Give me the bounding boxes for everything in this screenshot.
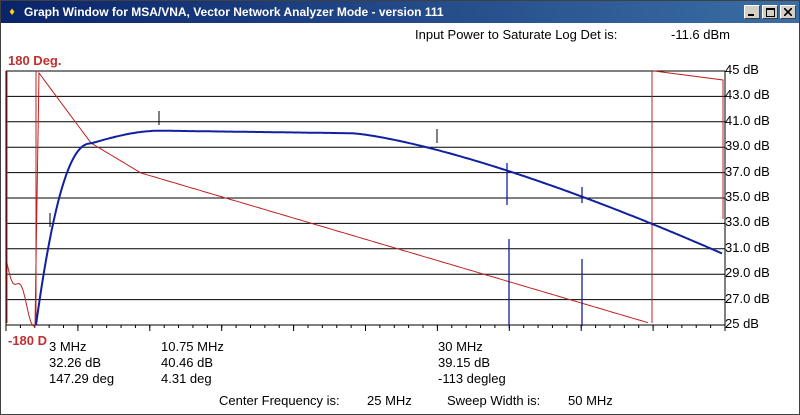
y-tick-label: 45 dB bbox=[725, 62, 759, 77]
y-tick-label: 31.0 dB bbox=[725, 239, 770, 255]
saturate-label: Input Power to Saturate Log Det is: bbox=[415, 27, 618, 42]
phase-trace bbox=[6, 70, 724, 327]
x-ticks bbox=[5, 325, 726, 331]
window-title: Graph Window for MSA/VNA, Vector Network… bbox=[24, 5, 444, 19]
phase-bottom-label: -180 D bbox=[8, 333, 48, 348]
magnitude-trace bbox=[35, 129, 723, 326]
maximize-button[interactable] bbox=[762, 5, 778, 19]
close-button[interactable] bbox=[780, 5, 796, 19]
marker-mag: 39.15 dB bbox=[438, 355, 491, 370]
center-frequency-value: 25 MHz bbox=[367, 393, 412, 408]
maximize-icon bbox=[765, 7, 775, 17]
marker-mag: 32.26 dB bbox=[49, 355, 102, 370]
center-frequency-label: Center Frequency is: bbox=[219, 393, 340, 408]
y-tick-label: 35.0 dB bbox=[725, 189, 770, 204]
minimize-button[interactable] bbox=[744, 5, 760, 19]
y-tick-label: 43.0 dB bbox=[725, 87, 770, 103]
marker-phase: 147.29 deg bbox=[49, 371, 115, 386]
y-tick-label: 41.0 dB bbox=[725, 112, 770, 128]
phase-wrap-lines bbox=[6, 71, 653, 323]
trace-spikes bbox=[506, 163, 583, 326]
y-tick-label: 37.0 dB bbox=[725, 163, 770, 179]
marker-ticks bbox=[49, 111, 438, 227]
y-tick-label: 27.0 dB bbox=[725, 290, 770, 306]
marker-freq: 10.75 MHz bbox=[161, 339, 224, 354]
marker-mag: 40.46 dB bbox=[161, 355, 214, 370]
title-bar[interactable]: ♦ Graph Window for MSA/VNA, Vector Netwo… bbox=[1, 1, 799, 23]
sweep-width-label: Sweep Width is: bbox=[447, 393, 541, 408]
marker-phase: 4.31 deg bbox=[161, 371, 212, 386]
y-tick-label: 39.0 dB bbox=[725, 138, 770, 154]
graph-plot[interactable] bbox=[1, 23, 799, 414]
graph-client-area: Input Power to Saturate Log Det is: -11.… bbox=[1, 23, 799, 414]
y-tick-label: 29.0 dB bbox=[725, 265, 770, 281]
marker-phase: -113 degleg bbox=[438, 371, 506, 386]
y-tick-label: 33.0 dB bbox=[725, 214, 770, 230]
marker-freq: 3 MHz bbox=[49, 339, 87, 354]
phase-top-label: 180 Deg. bbox=[8, 53, 62, 68]
close-icon bbox=[784, 8, 792, 16]
y-tick-label: 25 dB bbox=[725, 316, 759, 331]
grid bbox=[5, 70, 726, 326]
marker-freq: 30 MHz bbox=[438, 339, 483, 354]
saturate-value: -11.6 dBm bbox=[671, 27, 731, 42]
sweep-width-value: 50 MHz bbox=[568, 393, 613, 408]
minimize-icon bbox=[748, 14, 754, 16]
app-icon[interactable]: ♦ bbox=[9, 6, 15, 18]
